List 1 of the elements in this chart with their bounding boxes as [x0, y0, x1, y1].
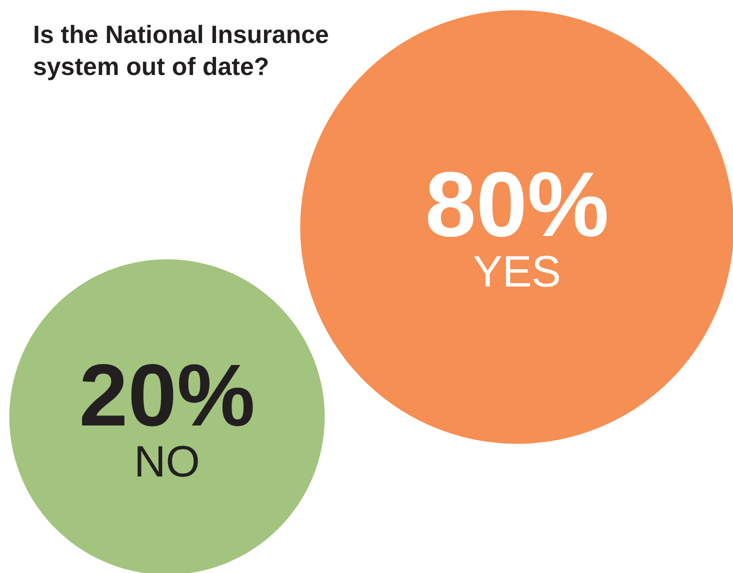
- text: Is the National Insurance system out of date?: [33, 21, 336, 81]
